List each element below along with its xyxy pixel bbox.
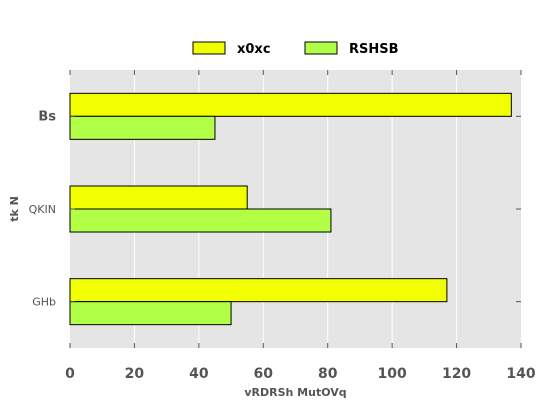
x-tick-label: 140 (506, 366, 535, 382)
x-tick-label: 100 (378, 366, 407, 382)
bar (69, 278, 448, 303)
y-tick-labels: Bs QKIN GHb (29, 109, 57, 308)
chart-legend: x0xc RSHSB (192, 41, 399, 57)
bar (69, 301, 232, 326)
bar (69, 185, 248, 210)
x-tick-label: 60 (254, 366, 274, 382)
x-tick-label: 40 (189, 366, 209, 382)
legend-label: x0xc (237, 42, 271, 57)
legend-swatch (192, 41, 226, 55)
bar (69, 115, 216, 140)
y-tick-label: Bs (38, 109, 56, 124)
x-tick-label: 120 (442, 366, 471, 382)
x-tick-label: 20 (125, 366, 145, 382)
bar (69, 92, 512, 117)
x-axis-label: vRDRSh MutOVq (244, 386, 346, 399)
x-tick-labels: 0 20 40 60 80 100 120 140 (65, 366, 536, 382)
y-axis-label: tk N (8, 196, 21, 222)
bars (69, 92, 512, 326)
legend-label: RSHSB (349, 42, 399, 57)
legend-swatch (304, 41, 338, 55)
axis-ticks (69, 70, 522, 348)
x-tick-label: 0 (65, 366, 75, 382)
x-tick-label: 80 (318, 366, 338, 382)
y-tick-label: GHb (32, 296, 56, 309)
bar (69, 208, 332, 233)
y-tick-label: QKIN (29, 203, 56, 216)
